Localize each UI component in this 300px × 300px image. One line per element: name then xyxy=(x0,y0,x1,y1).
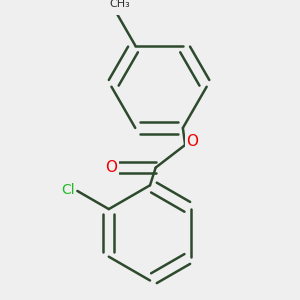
Text: CH₃: CH₃ xyxy=(110,0,130,9)
Text: O: O xyxy=(187,134,199,149)
Text: O: O xyxy=(106,160,118,175)
Text: Cl: Cl xyxy=(61,183,75,197)
